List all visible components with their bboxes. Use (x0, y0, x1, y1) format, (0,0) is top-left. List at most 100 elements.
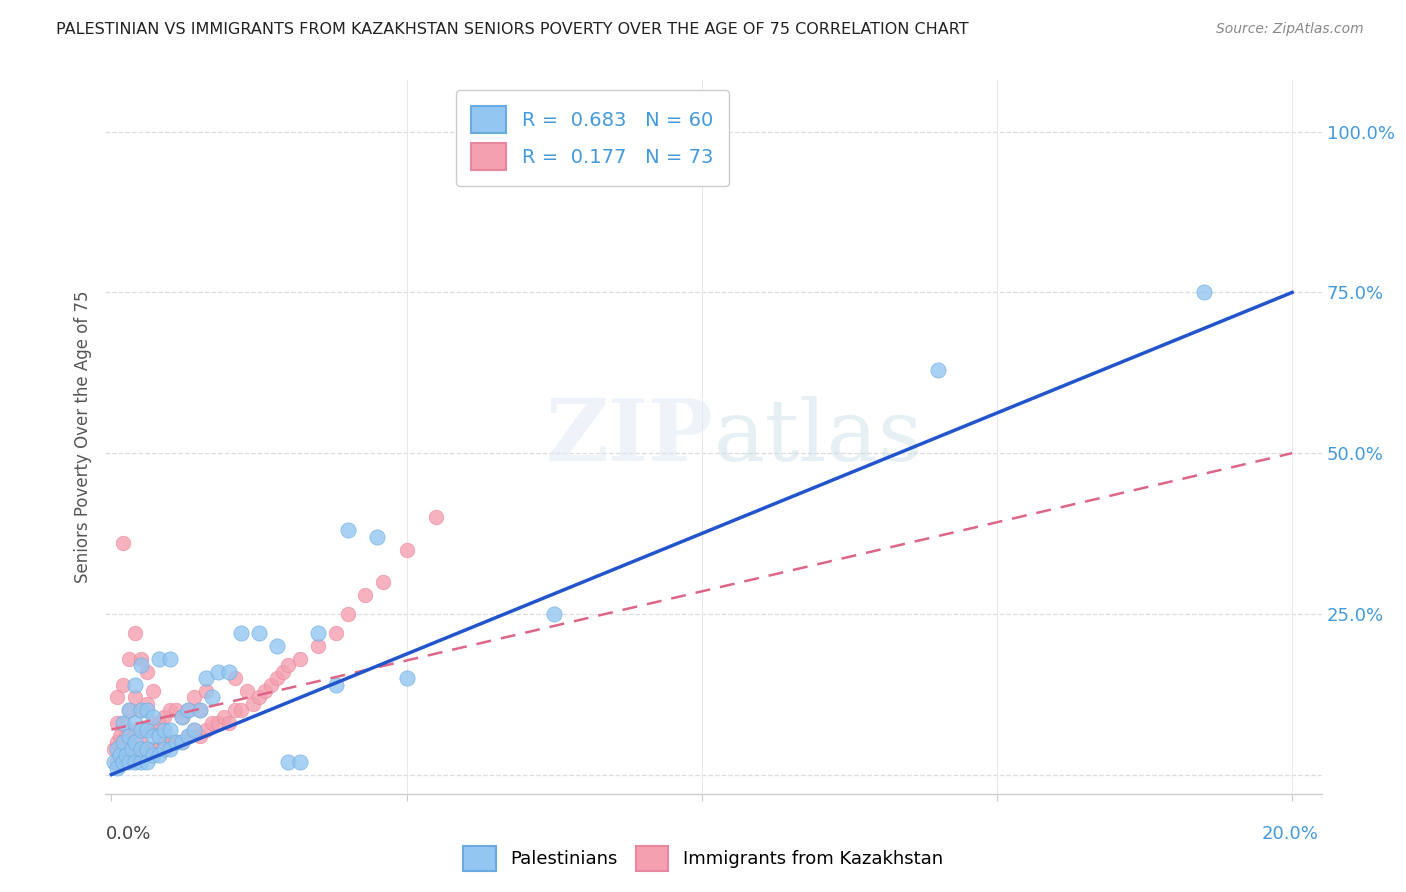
Point (260, 677, 283, 691)
Point (142, 729, 165, 743)
Point (212, 710, 235, 724)
Point (236, 684, 259, 698)
Point (172, 735, 194, 749)
Point (124, 735, 146, 749)
Point (124, 723, 146, 737)
Point (177, 703, 200, 717)
Point (148, 748, 170, 763)
Point (201, 690, 224, 705)
Point (112, 742, 135, 756)
Point (129, 755, 152, 769)
Text: 20.0%: 20.0% (1263, 825, 1319, 843)
Point (135, 697, 157, 711)
Point (108, 729, 131, 743)
Point (142, 742, 165, 756)
Point (129, 652, 152, 666)
Point (153, 742, 176, 756)
Point (108, 748, 131, 763)
Point (277, 658, 299, 673)
Point (188, 703, 211, 717)
Point (115, 729, 138, 743)
Point (118, 703, 141, 717)
Point (165, 735, 187, 749)
Text: Source: ZipAtlas.com: Source: ZipAtlas.com (1216, 22, 1364, 37)
Point (112, 735, 135, 749)
Point (135, 755, 157, 769)
Point (112, 716, 135, 731)
Point (231, 703, 253, 717)
Point (247, 690, 270, 705)
Point (183, 690, 205, 705)
Point (172, 710, 194, 724)
Point (105, 690, 128, 705)
Point (927, 362, 949, 376)
Point (124, 626, 146, 640)
Point (224, 703, 246, 717)
Point (247, 626, 270, 640)
Point (135, 723, 157, 737)
Point (124, 677, 146, 691)
Point (112, 536, 135, 550)
Point (207, 716, 229, 731)
Point (148, 742, 170, 756)
Point (395, 671, 418, 685)
Legend: Palestinians, Immigrants from Kazakhstan: Palestinians, Immigrants from Kazakhstan (456, 838, 950, 879)
Point (129, 723, 152, 737)
Point (108, 748, 131, 763)
Point (135, 703, 157, 717)
Text: atlas: atlas (713, 395, 922, 479)
Point (135, 742, 157, 756)
Point (207, 665, 229, 679)
Point (366, 530, 388, 544)
Point (307, 639, 329, 653)
Point (290, 755, 312, 769)
Point (135, 742, 157, 756)
Point (103, 755, 125, 769)
Point (129, 703, 152, 717)
Point (129, 703, 152, 717)
Point (118, 652, 141, 666)
Point (159, 652, 181, 666)
Point (142, 748, 165, 763)
Point (307, 626, 329, 640)
Point (105, 755, 128, 769)
Point (105, 742, 128, 756)
Point (153, 723, 176, 737)
Point (395, 542, 418, 557)
Point (118, 755, 141, 769)
Point (129, 742, 152, 756)
Point (231, 626, 253, 640)
Point (129, 658, 152, 673)
Point (172, 710, 194, 724)
Point (112, 755, 135, 769)
Point (112, 755, 135, 769)
Point (165, 703, 187, 717)
Point (148, 729, 170, 743)
Point (142, 716, 165, 731)
Point (336, 524, 359, 538)
Point (121, 742, 143, 756)
Point (142, 684, 165, 698)
Point (224, 671, 246, 685)
Point (183, 723, 205, 737)
Text: 0.0%: 0.0% (105, 825, 150, 843)
Point (188, 703, 211, 717)
Point (271, 665, 294, 679)
Point (1192, 285, 1215, 300)
Point (177, 729, 200, 743)
Point (425, 510, 447, 524)
Point (153, 710, 176, 724)
Point (194, 671, 217, 685)
Point (177, 703, 200, 717)
Point (159, 723, 181, 737)
Point (159, 742, 181, 756)
Point (105, 761, 128, 775)
Point (124, 742, 146, 756)
Point (115, 748, 138, 763)
Text: ZIP: ZIP (546, 395, 713, 479)
Point (188, 729, 211, 743)
Point (371, 574, 394, 589)
Point (118, 703, 141, 717)
Point (159, 735, 181, 749)
Point (290, 652, 312, 666)
